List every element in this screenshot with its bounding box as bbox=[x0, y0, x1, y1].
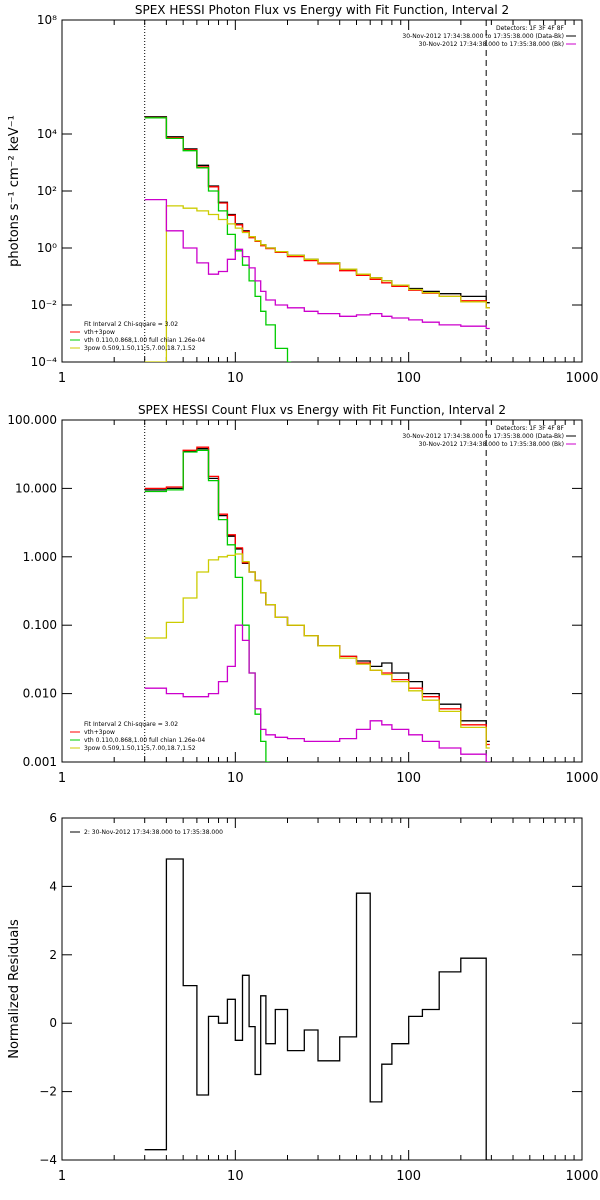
y-tick-label: 10⁸ bbox=[37, 13, 57, 27]
y-tick-label: 4 bbox=[49, 879, 57, 893]
y-tick-label: 10⁴ bbox=[37, 127, 57, 141]
x-tick-label: 100 bbox=[396, 771, 421, 786]
y-tick-label: 0 bbox=[49, 1016, 57, 1030]
y-tick-label: 0.010 bbox=[23, 687, 57, 701]
legend-entry: vth 0.110,0.868,1.00 full chian 1.26e-04 bbox=[84, 737, 205, 744]
plot-frame bbox=[61, 19, 583, 363]
count-flux-panel: 1 10 100 1000 0.001 0.010 0.100 1.000 10.000 100.… bbox=[7, 403, 598, 786]
legend-entry: 30-Nov-2012 17:34:38.000 to 17:35:38.000… bbox=[419, 41, 564, 48]
y-tick-label: 1.000 bbox=[23, 550, 57, 564]
y-tick-label: 10⁻⁴ bbox=[31, 355, 58, 369]
legend-entry: 30-Nov-2012 17:34:38.000 to 17:35:38.000… bbox=[402, 33, 564, 40]
y-axis-label: photons s⁻¹ cm⁻² keV⁻¹ bbox=[7, 115, 22, 267]
legend-entry: 3pow 0.509,1.50,11.5,7.00,18.7,1.52 bbox=[84, 745, 196, 752]
photon-flux-panel: 1 10 100 1000 10⁻⁴ 10⁻² 10⁰ 10² 10⁴ 10⁸ SPEX HESSI… bbox=[7, 3, 599, 386]
series-line bbox=[144, 117, 292, 362]
y-tick-label: 10² bbox=[37, 184, 57, 198]
chart-title: SPEX HESSI Count Flux vs Energy with Fit… bbox=[138, 403, 506, 417]
x-tick-label: 100 bbox=[396, 1169, 421, 1184]
x-tick-label: 100 bbox=[396, 371, 421, 386]
chart-title: SPEX HESSI Photon Flux vs Energy with Fi… bbox=[135, 3, 509, 17]
x-tick-label: 10 bbox=[227, 771, 244, 786]
y-tick-label: 100.000 bbox=[7, 413, 57, 427]
legend-entry: Fit Interval 2 Chi-square = 3.02 bbox=[84, 321, 178, 328]
y-tick-label: 0.001 bbox=[23, 755, 57, 769]
y-tick-label: −2 bbox=[39, 1085, 57, 1099]
x-tick-label: 1 bbox=[58, 1169, 66, 1184]
x-tick-label: 10 bbox=[227, 371, 244, 386]
legend-entry: 30-Nov-2012 17:34:38.000 to 17:35:38.000… bbox=[402, 433, 564, 440]
y-tick-label: 6 bbox=[49, 811, 57, 825]
series-line bbox=[144, 198, 490, 330]
plot-frame bbox=[61, 817, 583, 1161]
y-tick-label: 2 bbox=[49, 948, 57, 962]
y-tick-label: −4 bbox=[39, 1153, 57, 1167]
x-tick-label: 1000 bbox=[565, 371, 598, 386]
legend-entry: vth 0.110,0.868,1.00 full chian 1.26e-04 bbox=[84, 337, 205, 344]
y-tick-label: 0.100 bbox=[23, 618, 57, 632]
legend-entry: Detectors: 1F 3F 4F 8F bbox=[496, 25, 565, 32]
legend-entry: 30-Nov-2012 17:34:38.000 to 17:35:38.000… bbox=[419, 441, 564, 448]
x-tick-label: 1000 bbox=[565, 1169, 598, 1184]
legend-entry: vth+3pow bbox=[84, 329, 115, 336]
legend-entry: 2: 30-Nov-2012 17:34:38.000 to 17:35:38.… bbox=[84, 829, 223, 836]
x-tick-label: 10 bbox=[227, 1169, 244, 1184]
legend-entry: Fit Interval 2 Chi-square = 3.02 bbox=[84, 721, 178, 728]
legend-entry: 3pow 0.509,1.50,11.5,7.00,18.7,1.52 bbox=[84, 345, 196, 352]
residuals-panel: 1 10 100 1000 −4 −2 0 2 4 6 Normalized Residuals 2:… bbox=[7, 811, 599, 1184]
series-line bbox=[144, 449, 270, 762]
series-line bbox=[144, 624, 490, 762]
x-tick-label: 1000 bbox=[565, 771, 598, 786]
y-tick-label: 10⁰ bbox=[37, 241, 57, 255]
y-axis-label: Normalized Residuals bbox=[7, 919, 22, 1059]
x-tick-label: 1 bbox=[58, 371, 66, 386]
legend-entry: Detectors: 1F 3F 4F 8F bbox=[496, 425, 565, 432]
x-tick-label: 1 bbox=[58, 771, 66, 786]
series-line bbox=[144, 553, 490, 749]
y-tick-label: 10⁻² bbox=[31, 298, 58, 312]
series-line bbox=[144, 116, 490, 309]
y-tick-label: 10.000 bbox=[15, 481, 57, 495]
series-line bbox=[144, 205, 490, 362]
legend-entry: vth+3pow bbox=[84, 729, 115, 736]
plot-frame bbox=[61, 419, 583, 763]
series-line bbox=[144, 858, 490, 1160]
